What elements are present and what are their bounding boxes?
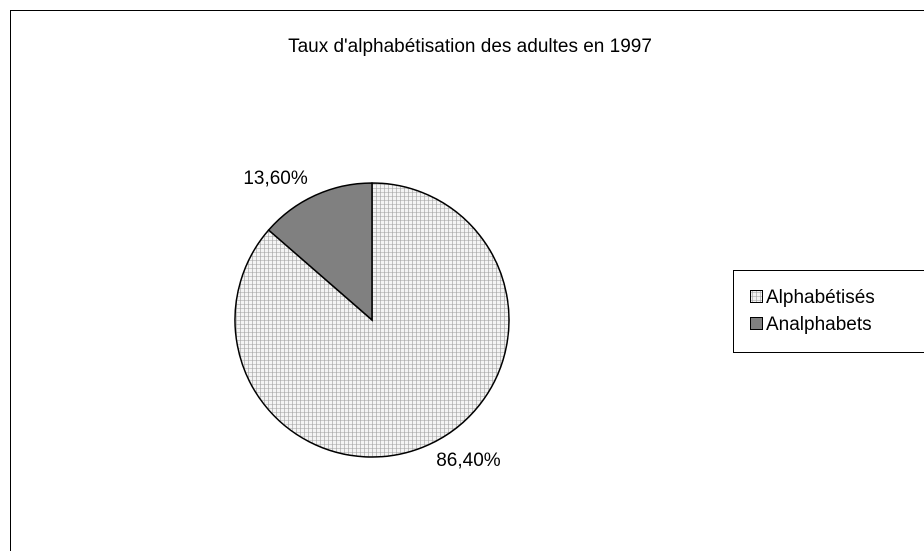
chart-title: Taux d'alphabétisation des adultes en 19… bbox=[288, 36, 652, 57]
legend-label: Alphabétisés bbox=[766, 287, 875, 308]
data-label: 13,60% bbox=[243, 168, 308, 189]
legend-swatch bbox=[750, 317, 763, 330]
pie-slice bbox=[267, 182, 373, 322]
legend-swatch bbox=[750, 290, 763, 303]
data-label: 86,40% bbox=[436, 450, 501, 471]
pie-slice bbox=[234, 182, 510, 458]
legend-box bbox=[733, 270, 924, 353]
legend-label: Analphabets bbox=[766, 314, 872, 335]
